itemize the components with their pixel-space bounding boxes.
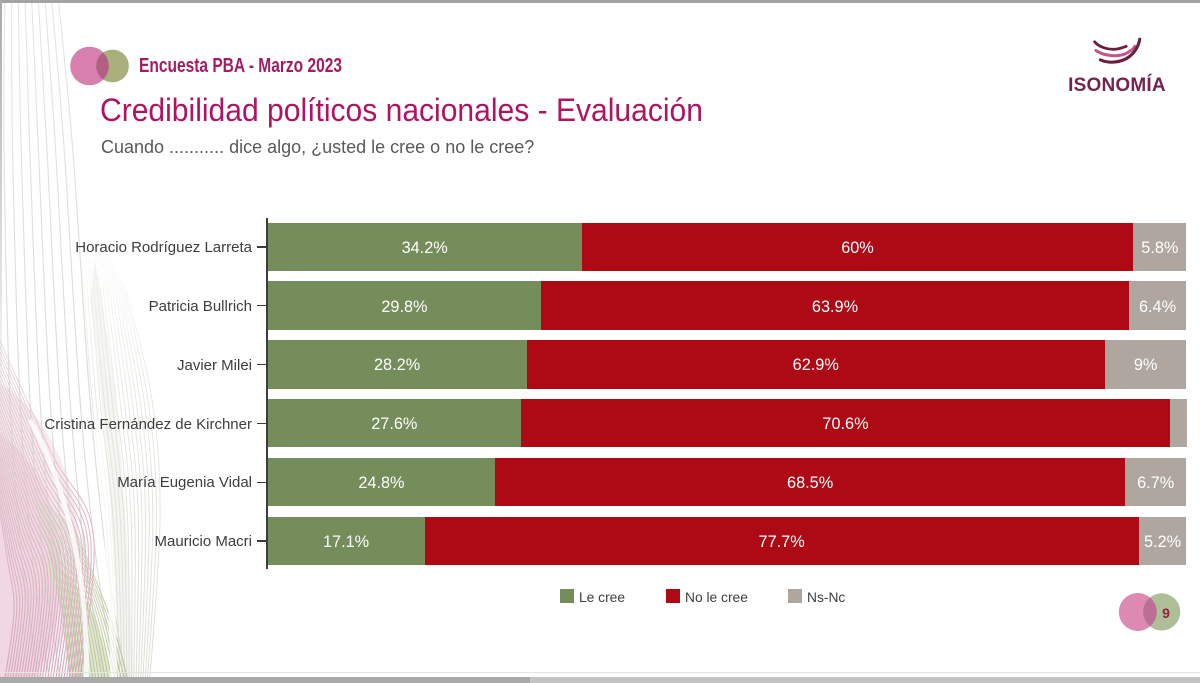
svg-text:ISONOMÍA: ISONOMÍA: [1068, 74, 1166, 96]
svg-text:9: 9: [1162, 605, 1170, 621]
